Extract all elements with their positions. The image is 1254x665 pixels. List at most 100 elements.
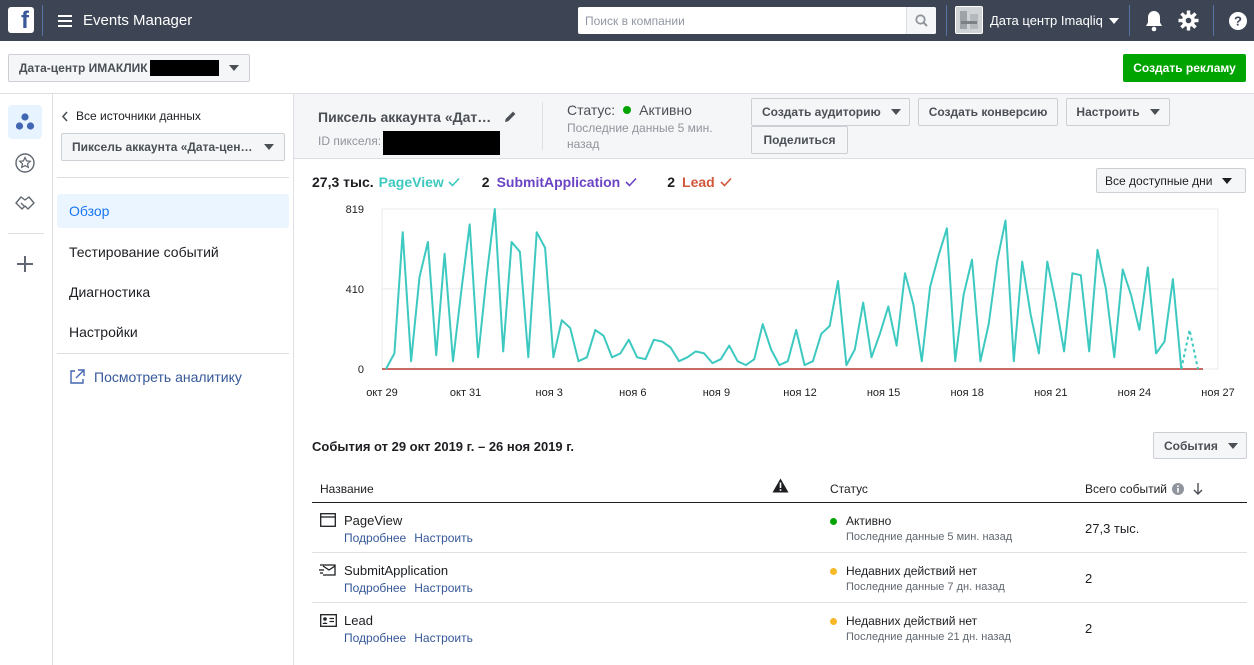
svg-text:?: ? — [1234, 13, 1242, 28]
divider — [542, 102, 543, 150]
notifications-bell-icon[interactable] — [1144, 0, 1164, 41]
back-to-sources-link[interactable]: Все источники данных — [61, 109, 201, 123]
setup-link[interactable]: Настроить — [414, 581, 473, 595]
settings-gear-icon[interactable] — [1178, 0, 1199, 41]
back-link-label: Все источники данных — [76, 109, 201, 123]
last-received: Последние данные 7 дн. назад — [846, 581, 1005, 593]
status-dot — [830, 617, 837, 625]
warning-icon[interactable] — [772, 478, 789, 496]
app-title: Events Manager — [83, 12, 193, 29]
account-avatar[interactable] — [955, 6, 983, 34]
search-icon — [915, 14, 928, 27]
setup-button[interactable]: Настроить — [1066, 98, 1170, 126]
chevron-down-icon — [1108, 17, 1119, 24]
left-icon-rail — [0, 94, 53, 665]
pixel-header: Пиксель аккаунта «Дат… ID пикселя: Стату… — [294, 94, 1254, 159]
events-filter-button[interactable]: События — [1153, 432, 1247, 459]
view-analytics-label: Посмотреть аналитику — [94, 369, 242, 385]
nav-settings[interactable]: Настройки — [69, 324, 138, 340]
event-name: SubmitApplication — [344, 563, 449, 578]
x-tick-label: окт 31 — [450, 387, 481, 399]
divider — [42, 5, 43, 36]
nav-test-events[interactable]: Тестирование событий — [69, 244, 219, 260]
details-link[interactable]: Подробнее — [344, 581, 407, 595]
view-analytics-link[interactable]: Посмотреть аналитику — [69, 369, 242, 385]
search-button[interactable] — [906, 7, 936, 34]
hamburger-menu-icon[interactable] — [58, 0, 72, 41]
event-status: Недавних действий нет — [830, 614, 977, 628]
last-data-received: Последние данные 5 мин. назад — [567, 120, 713, 152]
date-range-selector[interactable]: Все доступные дни — [1096, 168, 1246, 193]
facebook-logo-icon[interactable]: f — [8, 7, 34, 33]
setup-link[interactable]: Настроить — [414, 531, 473, 545]
divider — [57, 353, 289, 354]
main-content: Пиксель аккаунта «Дат… ID пикселя: Стату… — [294, 94, 1254, 665]
status-text: Недавних действий нет — [846, 614, 978, 628]
legend-submitapplication[interactable]: SubmitApplication — [496, 174, 621, 190]
last-received: Последние данные 21 дн. назад — [846, 631, 1011, 643]
total-header-label: Всего событий — [1085, 482, 1168, 496]
chevron-down-icon — [890, 109, 901, 115]
legend-lead[interactable]: Lead — [682, 174, 715, 190]
chevron-down-icon — [229, 65, 239, 71]
create-conversion-button[interactable]: Создать конверсию — [918, 98, 1058, 126]
event-total: 27,3 тыс. — [1085, 521, 1140, 536]
nav-overview[interactable]: Обзор — [57, 194, 289, 228]
account-selector[interactable]: Дата-центр ИМАКЛИК — [8, 54, 250, 82]
status-text: Недавних действий нет — [846, 564, 978, 578]
sort-arrow-down-icon[interactable] — [1193, 483, 1203, 495]
chevron-down-icon — [264, 144, 274, 150]
partner-integrations-icon[interactable] — [8, 186, 42, 220]
checkmark-icon — [625, 177, 637, 187]
last-data-line: Последние данные 5 мин. — [567, 121, 713, 135]
add-icon[interactable] — [8, 247, 42, 281]
create-ad-button[interactable]: Создать рекламу — [1123, 54, 1246, 82]
x-tick-label: ноя 12 — [783, 387, 816, 399]
y-tick-label: 410 — [346, 284, 364, 296]
events-manager-icon[interactable] — [8, 105, 42, 139]
event-total: 2 — [1085, 571, 1093, 586]
column-header-status[interactable]: Статус — [830, 482, 868, 496]
account-bar: Дата-центр ИМАКЛИК Создать рекламу — [0, 41, 1254, 94]
share-button[interactable]: Поделиться — [751, 126, 848, 154]
divider — [1213, 5, 1214, 36]
account-name: Дата центр Imaqliq — [990, 13, 1103, 28]
table-row: SubmitApplication Подробнее Настроить Нед… — [312, 553, 1247, 603]
x-tick-label: ноя 3 — [536, 387, 563, 399]
table-row: Lead Подробнее Настроить Недавних действи… — [312, 603, 1247, 653]
search-box — [578, 7, 936, 34]
event-status: Активно — [830, 514, 891, 528]
help-icon[interactable]: ? — [1229, 0, 1247, 41]
account-switcher[interactable]: Дата центр Imaqliq — [990, 0, 1119, 41]
favorites-star-icon[interactable] — [8, 146, 42, 180]
column-header-total[interactable]: Всего событий — [1085, 482, 1203, 496]
details-link[interactable]: Подробнее — [344, 531, 407, 545]
last-data-line: назад — [567, 137, 600, 151]
events-range-title: События от 29 окт 2019 г. – 26 ноя 2019 … — [312, 439, 574, 454]
table-header-divider — [312, 502, 1247, 503]
details-link[interactable]: Подробнее — [344, 631, 407, 645]
chevron-down-icon — [1227, 442, 1238, 449]
setup-link[interactable]: Настроить — [414, 631, 473, 645]
legend-pageview[interactable]: PageView — [378, 174, 444, 190]
event-name: PageView — [344, 513, 403, 528]
column-header-name[interactable]: Название — [320, 482, 374, 496]
external-link-icon — [70, 369, 85, 384]
account-selector-label: Дата-центр ИМАКЛИК — [19, 61, 148, 75]
edit-pencil-icon[interactable] — [504, 110, 517, 126]
checkmark-icon — [448, 177, 460, 187]
search-input[interactable] — [578, 7, 906, 34]
create-audience-button[interactable]: Создать аудиторию — [751, 98, 910, 126]
x-tick-label: ноя 21 — [1034, 387, 1067, 399]
divider — [8, 233, 44, 234]
send-mail-icon — [319, 564, 336, 576]
redacted-block — [149, 60, 219, 76]
status-dot — [623, 106, 632, 114]
data-source-sidebar: Все источники данных Пиксель аккаунта «Д… — [53, 94, 294, 665]
nav-diagnostics[interactable]: Диагностика — [69, 284, 151, 300]
pixel-selector[interactable]: Пиксель аккаунта «Дата-цен… — [61, 133, 285, 161]
status-dot — [830, 567, 837, 575]
chevron-down-icon — [1149, 109, 1160, 115]
x-tick-label: окт 29 — [366, 387, 397, 399]
info-icon[interactable] — [1172, 483, 1185, 495]
